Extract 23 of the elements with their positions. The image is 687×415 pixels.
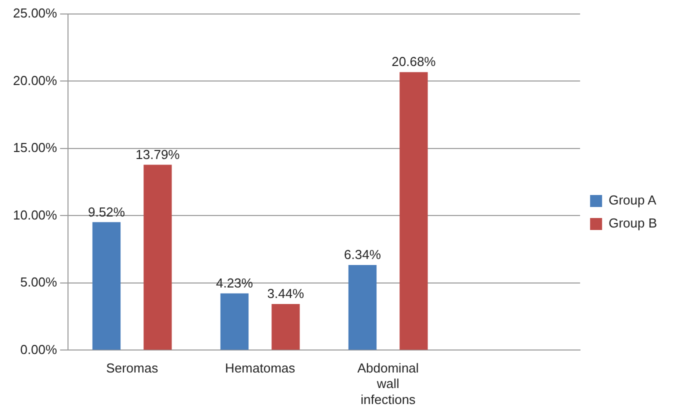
- bar: [144, 164, 172, 350]
- y-tick-label: 0.00%: [20, 342, 58, 357]
- data-label: 3.44%: [267, 286, 305, 302]
- bar: [348, 264, 377, 350]
- y-tick-label: 10.00%: [12, 207, 58, 222]
- bar: [272, 304, 300, 350]
- x-tick-label: Abdominal wall infections: [357, 360, 419, 407]
- data-label: 13.79%: [136, 146, 180, 162]
- y-tick-label: 15.00%: [12, 140, 58, 156]
- y-tick-label: 25.00%: [12, 6, 58, 21]
- y-tick-label: 5.00%: [20, 274, 58, 290]
- data-label: 6.34%: [344, 247, 382, 262]
- data-label: 4.23%: [216, 275, 254, 290]
- y-tick-label: 20.00%: [12, 72, 58, 88]
- data-label: 20.68%: [392, 54, 436, 70]
- bar: [220, 293, 249, 350]
- bar: [92, 222, 121, 350]
- x-tick-label: Seromas: [106, 360, 159, 376]
- legend-label: Group A: [608, 192, 657, 208]
- bar: [400, 72, 428, 350]
- data-label: 9.52%: [88, 204, 126, 220]
- legend-label: Group B: [608, 216, 658, 231]
- x-tick-label: Hematomas: [225, 360, 296, 376]
